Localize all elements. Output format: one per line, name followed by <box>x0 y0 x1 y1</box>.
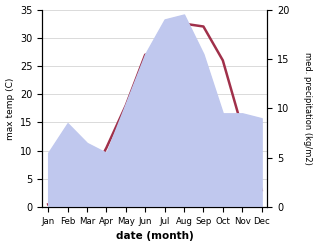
Y-axis label: max temp (C): max temp (C) <box>5 77 15 140</box>
Y-axis label: med. precipitation (kg/m2): med. precipitation (kg/m2) <box>303 52 313 165</box>
X-axis label: date (month): date (month) <box>116 231 194 242</box>
